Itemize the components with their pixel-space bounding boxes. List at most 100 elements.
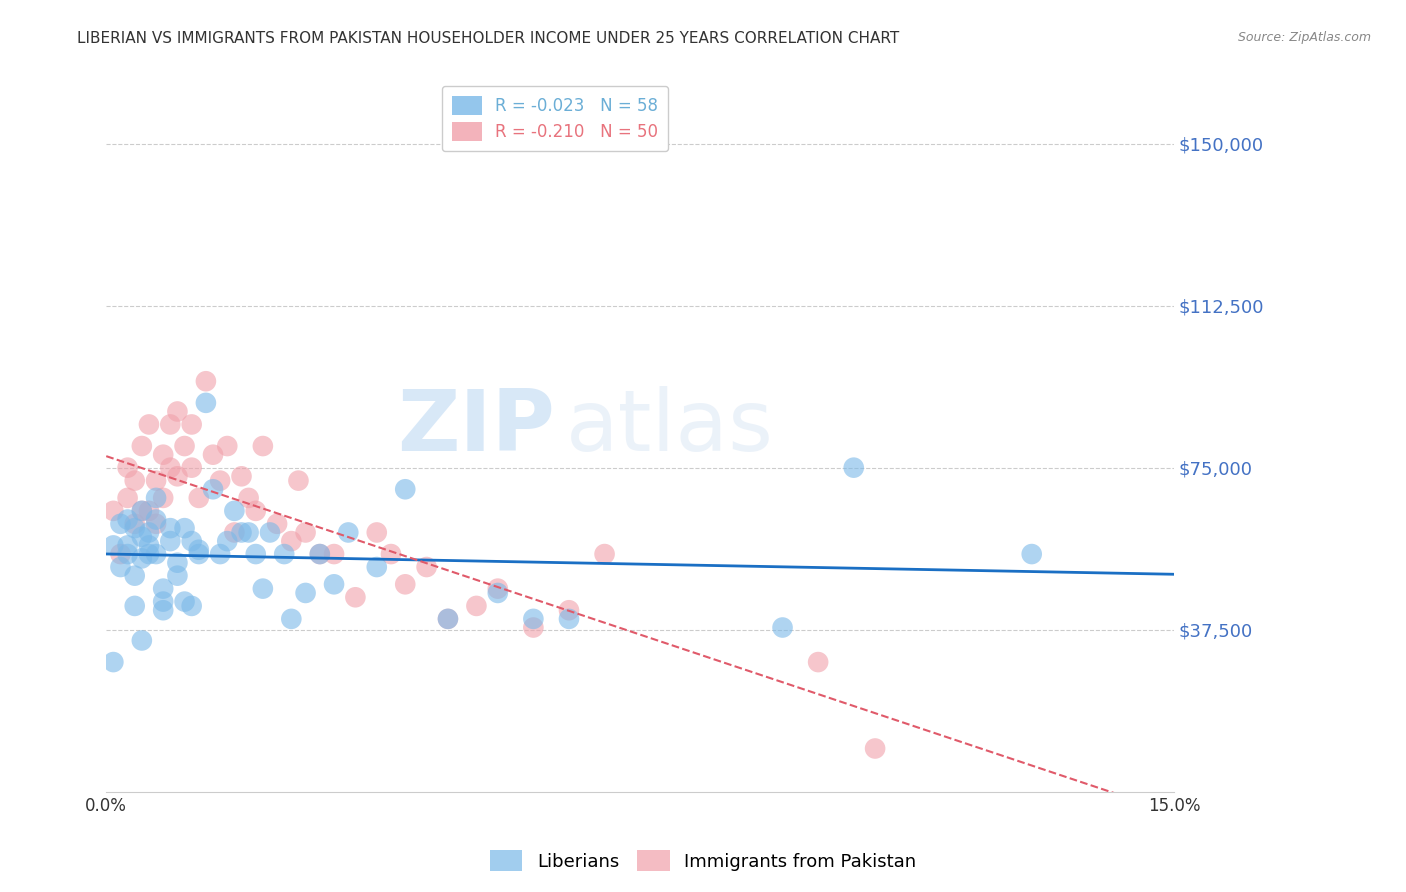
Point xyxy=(194,374,217,388)
Point xyxy=(437,612,460,626)
Point xyxy=(173,439,195,453)
Point xyxy=(159,534,181,549)
Point xyxy=(180,599,202,613)
Point xyxy=(180,417,202,432)
Point xyxy=(152,603,174,617)
Point xyxy=(187,491,209,505)
Point xyxy=(224,525,246,540)
Point xyxy=(187,542,209,557)
Point xyxy=(308,547,330,561)
Point xyxy=(772,620,794,634)
Point xyxy=(486,586,509,600)
Point xyxy=(231,525,253,540)
Point xyxy=(593,547,616,561)
Point xyxy=(117,512,139,526)
Point xyxy=(287,474,309,488)
Point xyxy=(117,547,139,561)
Text: Source: ZipAtlas.com: Source: ZipAtlas.com xyxy=(1237,31,1371,45)
Point xyxy=(394,482,416,496)
Point xyxy=(238,525,260,540)
Point xyxy=(380,547,402,561)
Point xyxy=(273,547,295,561)
Point xyxy=(238,491,260,505)
Point xyxy=(863,741,886,756)
Point xyxy=(124,474,146,488)
Point xyxy=(337,525,360,540)
Point xyxy=(110,516,132,531)
Point xyxy=(366,560,388,574)
Point xyxy=(131,530,153,544)
Point xyxy=(131,633,153,648)
Point xyxy=(173,594,195,608)
Point xyxy=(117,491,139,505)
Legend: Liberians, Immigrants from Pakistan: Liberians, Immigrants from Pakistan xyxy=(482,843,924,879)
Point xyxy=(145,512,167,526)
Point xyxy=(166,404,188,418)
Point xyxy=(159,417,181,432)
Legend: R = -0.023   N = 58, R = -0.210   N = 50: R = -0.023 N = 58, R = -0.210 N = 50 xyxy=(441,87,668,152)
Point xyxy=(252,582,274,596)
Point xyxy=(522,620,544,634)
Point xyxy=(323,547,346,561)
Point xyxy=(124,516,146,531)
Point xyxy=(180,534,202,549)
Point xyxy=(117,460,139,475)
Point xyxy=(807,655,830,669)
Point xyxy=(1021,547,1043,561)
Point xyxy=(194,396,217,410)
Point xyxy=(558,612,581,626)
Point xyxy=(159,460,181,475)
Point xyxy=(415,560,437,574)
Point xyxy=(231,469,253,483)
Point xyxy=(217,439,239,453)
Point xyxy=(145,547,167,561)
Point xyxy=(323,577,346,591)
Point xyxy=(117,538,139,552)
Point xyxy=(224,504,246,518)
Point xyxy=(152,448,174,462)
Point xyxy=(280,534,302,549)
Point xyxy=(245,547,267,561)
Point xyxy=(486,582,509,596)
Point xyxy=(145,516,167,531)
Point xyxy=(166,568,188,582)
Point xyxy=(138,417,160,432)
Point xyxy=(344,591,367,605)
Point xyxy=(294,525,316,540)
Point xyxy=(138,547,160,561)
Point xyxy=(394,577,416,591)
Point xyxy=(131,439,153,453)
Point xyxy=(103,655,125,669)
Point xyxy=(145,474,167,488)
Point xyxy=(266,516,288,531)
Point xyxy=(159,521,181,535)
Point xyxy=(110,560,132,574)
Point xyxy=(180,460,202,475)
Point xyxy=(124,568,146,582)
Text: LIBERIAN VS IMMIGRANTS FROM PAKISTAN HOUSEHOLDER INCOME UNDER 25 YEARS CORRELATI: LIBERIAN VS IMMIGRANTS FROM PAKISTAN HOU… xyxy=(77,31,900,46)
Point xyxy=(209,474,232,488)
Point xyxy=(166,469,188,483)
Point xyxy=(138,504,160,518)
Point xyxy=(152,582,174,596)
Point xyxy=(152,491,174,505)
Point xyxy=(209,547,232,561)
Point xyxy=(166,556,188,570)
Point xyxy=(187,547,209,561)
Point xyxy=(138,525,160,540)
Text: atlas: atlas xyxy=(565,386,773,469)
Point xyxy=(202,448,225,462)
Point xyxy=(245,504,267,518)
Point xyxy=(124,599,146,613)
Point xyxy=(366,525,388,540)
Point xyxy=(437,612,460,626)
Point xyxy=(124,521,146,535)
Point xyxy=(138,538,160,552)
Point xyxy=(280,612,302,626)
Point xyxy=(308,547,330,561)
Point xyxy=(145,491,167,505)
Point xyxy=(259,525,281,540)
Point xyxy=(152,594,174,608)
Point xyxy=(217,534,239,549)
Point xyxy=(558,603,581,617)
